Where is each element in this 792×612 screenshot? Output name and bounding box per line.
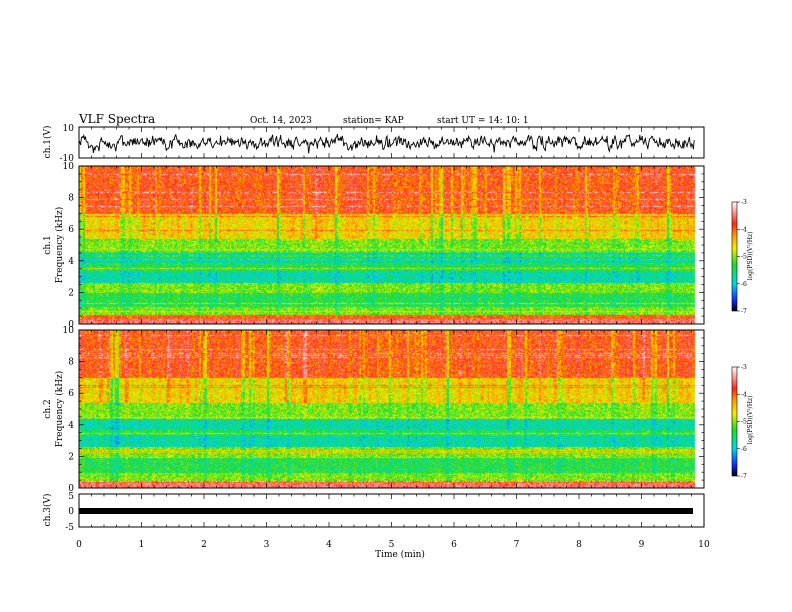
- ch1-waveform-panel: 10 -10 ch.1(V): [42, 124, 705, 164]
- ch2-freq-ytick-label: 8: [68, 358, 74, 368]
- time-tick-label: 0: [76, 540, 82, 550]
- ch2-spectrogram-xticks: [78, 330, 705, 488]
- ch1-freq-ytick-label: 4: [68, 257, 74, 267]
- ch2-colorbar-tick-label: -6: [741, 446, 747, 453]
- ch2-freq-ytick-label: 6: [68, 389, 74, 399]
- figure-title: VLF Spectra: [78, 112, 155, 126]
- ch1-colorbar-tick-label: -7: [741, 308, 747, 315]
- ch1-colorbar: [732, 202, 737, 311]
- ch2-freq-ytick-label: 0: [68, 484, 74, 494]
- time-tick-label: 2: [201, 540, 207, 550]
- time-tick-label: 3: [264, 540, 270, 550]
- ch1-colorbar-tick-label: -5: [741, 254, 747, 261]
- time-tick-label: 5: [389, 540, 395, 550]
- ch1-ytick-bottom: -10: [60, 154, 75, 164]
- ch1-freq-ytick-label: 0: [68, 320, 74, 330]
- ch3-ytick-5: 5: [68, 492, 74, 502]
- ch1-freq-ytick-label: 2: [68, 288, 74, 298]
- ch1-ytick-top: 10: [63, 124, 75, 134]
- ch3-waveform-xticks: [78, 494, 705, 527]
- station-label: station= KAP: [343, 116, 404, 126]
- time-axis-label: Time (min): [375, 549, 425, 560]
- ch1-freq-ytick-label: 6: [68, 225, 74, 235]
- ch1-freq-yticks: 0 2 4 6 8 10: [63, 162, 704, 330]
- ch1-trace: [78, 133, 695, 154]
- ch1-colorbar-label: log(PSD)(V²/Hz): [747, 232, 754, 281]
- time-tick-label: 4: [326, 540, 332, 550]
- ch2-freq-ytick-label: 4: [68, 421, 74, 431]
- time-axis-tick-labels: 0 1 2 3 4 5 6 7 8 9 10: [76, 540, 710, 550]
- ch1-colorbar-tick-label: -4: [741, 226, 747, 233]
- ch1-colorbar-ticks: -3 -4 -5 -6 -7: [737, 199, 747, 315]
- ch1-freq-ytick-label: 10: [63, 162, 75, 172]
- ch2-freq-yticks: 0 2 4 6 8 10: [63, 326, 704, 494]
- time-tick-label: 6: [451, 540, 457, 550]
- ch2-colorbar-label: log(PSD)(V²/Hz): [747, 396, 754, 445]
- ch1-colorbar-tick-label: -6: [741, 281, 747, 288]
- ch1-spectrogram-xticks: [78, 166, 705, 324]
- ch2-spectrogram: [79, 330, 704, 488]
- ch2-colorbar-tick-label: -4: [741, 391, 747, 398]
- ch2-colorbar-tick-label: -5: [741, 419, 747, 426]
- ch2-colorbar: [732, 367, 737, 476]
- ch1-spectrogram-ylabel-freq: Frequency (kHz): [54, 207, 65, 284]
- time-tick-label: 8: [576, 540, 582, 550]
- start-time-label: start UT = 14: 10: 1: [437, 116, 529, 126]
- ch1-spectrogram-ylabel-channel: ch.1: [43, 235, 53, 254]
- ch1-waveform-xticks: [78, 127, 705, 158]
- ch3-ylabel: ch.3(V): [42, 494, 53, 527]
- time-tick-label: 9: [639, 540, 645, 550]
- ch1-spectrogram: [79, 166, 704, 324]
- ch2-spectrogram-ylabel-freq: Frequency (kHz): [54, 371, 65, 448]
- ch2-colorbar-tick-label: -3: [741, 364, 747, 371]
- ch1-colorbar-tick-label: -3: [741, 199, 747, 206]
- date-label: Oct. 14, 2023: [250, 116, 312, 126]
- time-tick-label: 10: [698, 540, 710, 550]
- time-tick-label: 1: [139, 540, 145, 550]
- ch3-trace: [79, 508, 693, 514]
- ch3-ytick-0: 0: [68, 507, 74, 517]
- ch2-colorbar-ticks: -3 -4 -5 -6 -7: [737, 364, 747, 480]
- ch2-spectrogram-ylabel-channel: ch.2: [43, 399, 53, 418]
- ch1-ylabel: ch.1(V): [42, 126, 53, 159]
- ch3-waveform-panel: 5 0 -5 ch.3(V) 0 1 2 3 4 5 6 7 8 9 10 Time (min): [42, 492, 710, 560]
- time-tick-label: 7: [514, 540, 520, 550]
- ch3-ytick-neg5: -5: [65, 523, 74, 533]
- ch2-freq-ytick-label: 10: [63, 326, 75, 336]
- ch1-freq-ytick-label: 8: [68, 194, 74, 204]
- ch2-freq-ytick-label: 2: [68, 452, 74, 462]
- ch2-colorbar-tick-label: -7: [741, 473, 747, 480]
